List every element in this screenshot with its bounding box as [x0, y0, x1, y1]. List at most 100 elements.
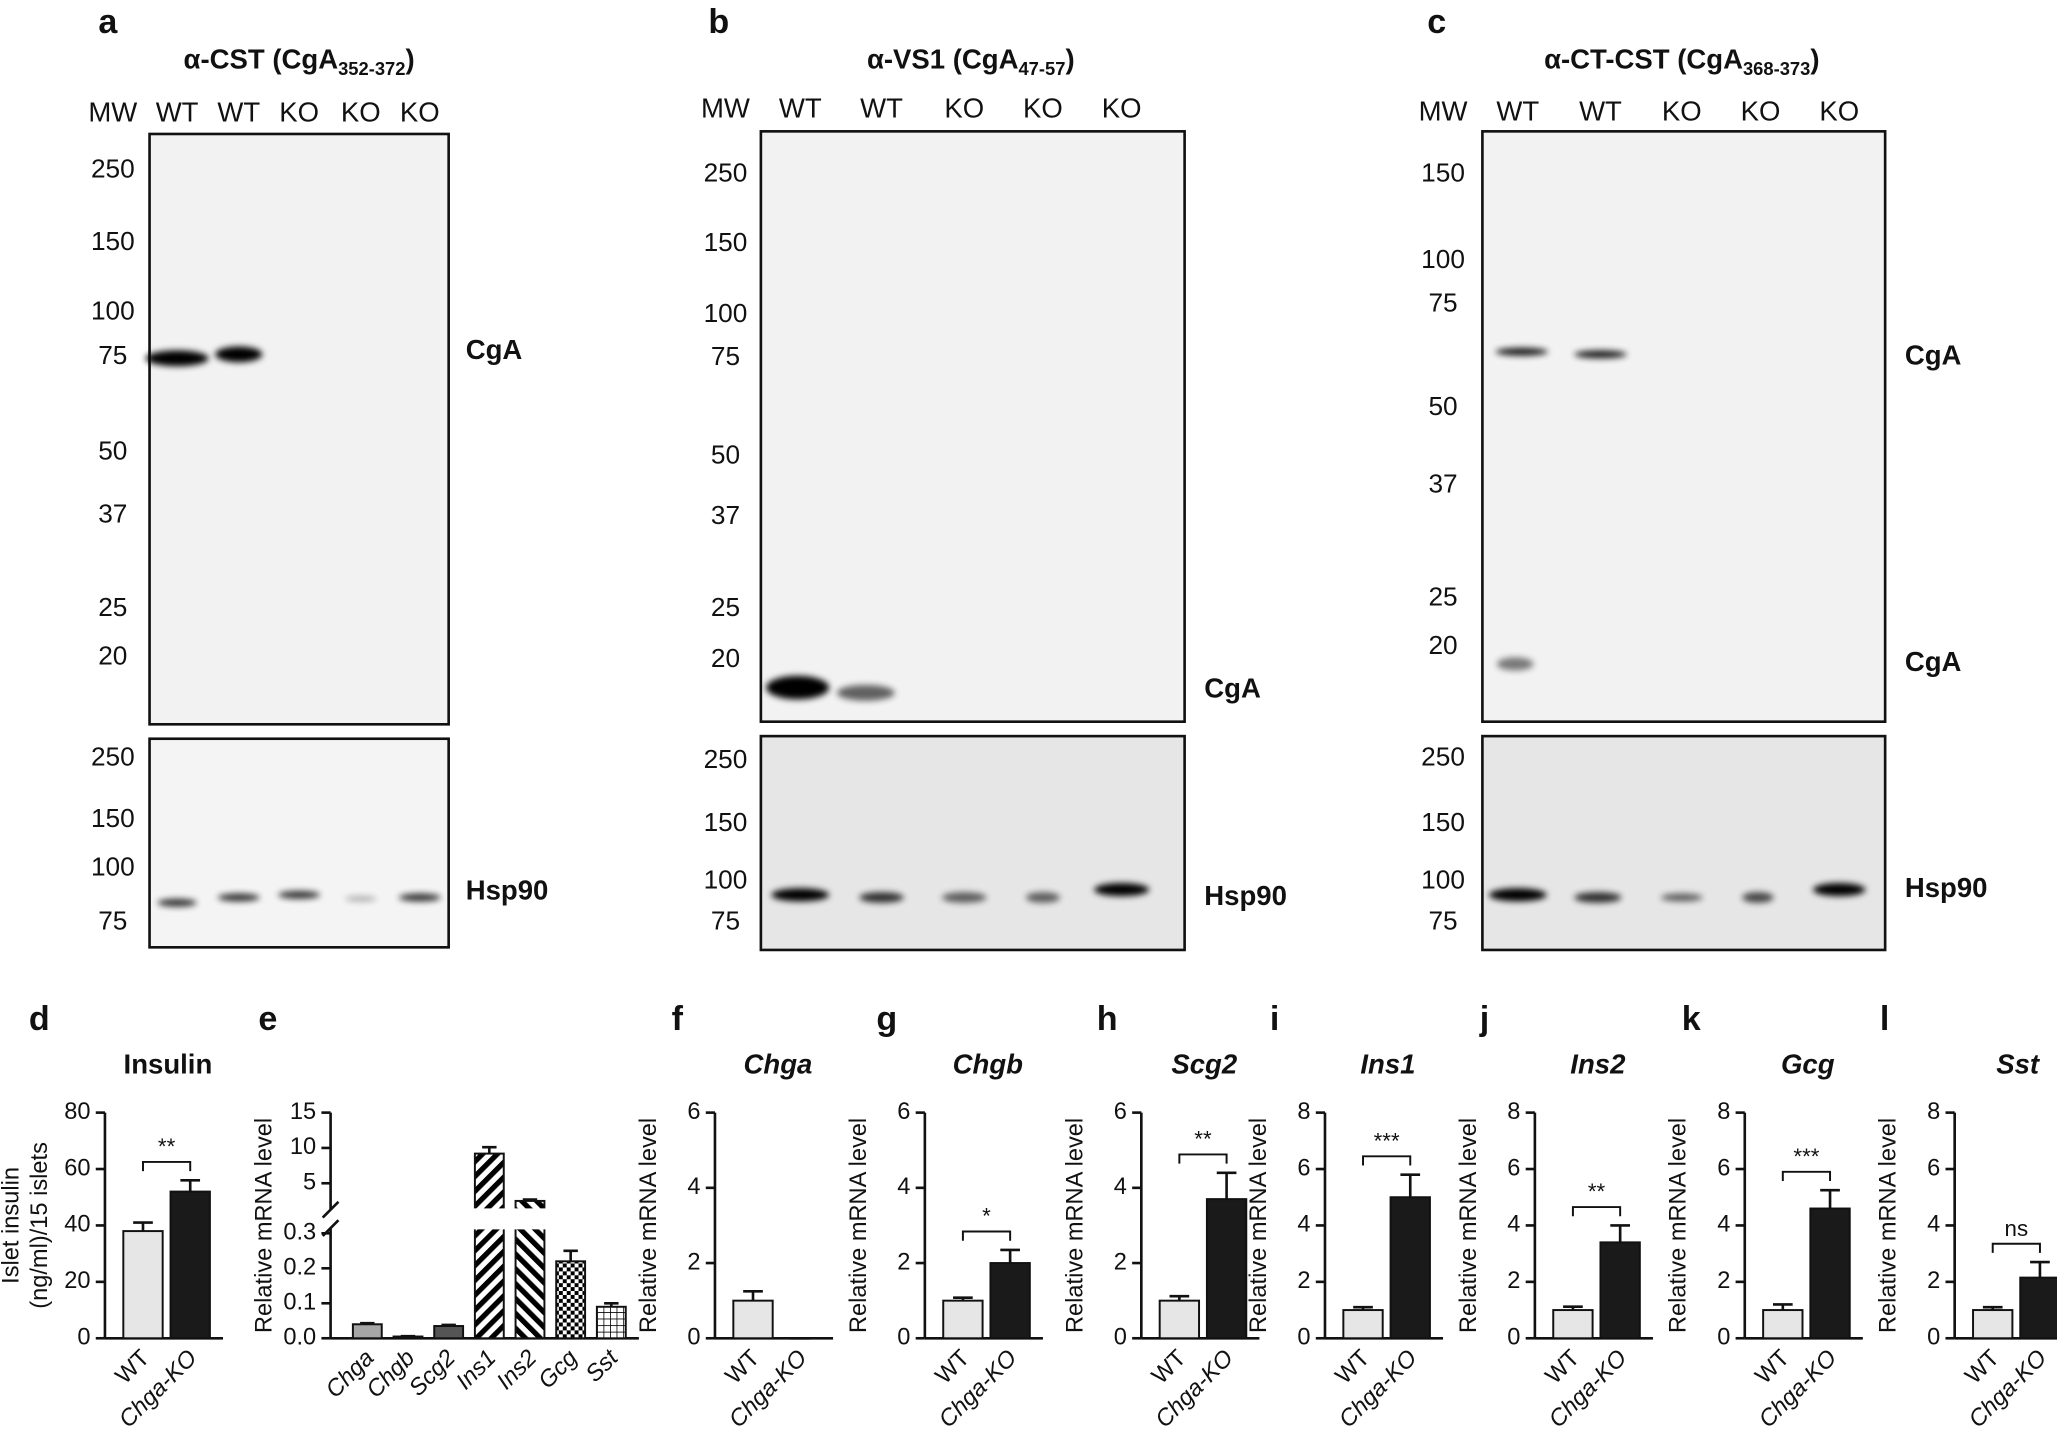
significance-label: ***: [1374, 1128, 1400, 1153]
lane-label: WT: [217, 97, 260, 128]
error-bar: [953, 1296, 973, 1301]
significance-bracket: [1178, 1153, 1228, 1164]
significance-bracket: [142, 1160, 192, 1172]
mw-marker: 150: [91, 803, 135, 833]
error-bar: [2030, 1260, 2050, 1278]
bar: [555, 1260, 587, 1340]
y-tick-label: 0: [687, 1324, 700, 1350]
lane-label: KO: [279, 97, 319, 128]
chart-title: Scg2: [1171, 1048, 1237, 1079]
lane-label: KO: [1023, 93, 1063, 124]
bar: [122, 1230, 164, 1340]
y-axis-label: Relative mRNA level: [1456, 1118, 1482, 1333]
y-tick-label: 2: [1507, 1268, 1520, 1294]
band-label: Hsp90: [1905, 872, 1988, 903]
significance-bracket: [1781, 1170, 1832, 1182]
blot-band: [771, 888, 830, 902]
y-tick-label: 60: [64, 1155, 90, 1181]
error-bar: [482, 1145, 497, 1154]
y-tick-label: 0.3: [283, 1220, 316, 1246]
panel-letter: l: [1880, 1000, 1889, 1038]
lane-label: MW: [88, 97, 137, 128]
y-tick-label: 0.0: [283, 1324, 316, 1350]
chart-title: Insulin: [124, 1048, 213, 1079]
significance-label: **: [1588, 1179, 1606, 1204]
y-tick-label: 6: [1927, 1155, 1940, 1181]
blot-band: [1574, 892, 1622, 903]
y-axis-label: Islet insulin: [0, 1167, 24, 1284]
bar: [1389, 1196, 1431, 1340]
bar: [595, 1305, 627, 1340]
significance-bracket: [1571, 1206, 1622, 1217]
bar: [433, 1325, 465, 1340]
blot-band: [1488, 888, 1547, 902]
y-tick-label: 6: [1114, 1099, 1127, 1125]
y-tick-label: 4: [1717, 1212, 1730, 1238]
error-bar: [522, 1198, 538, 1201]
significance-label: *: [982, 1204, 991, 1229]
panel-letter: i: [1270, 1000, 1279, 1038]
significance-label: **: [1194, 1127, 1212, 1152]
y-tick-label: 80: [64, 1099, 90, 1125]
y-axis-label: Relative mRNA level: [846, 1118, 872, 1333]
error-bar: [1610, 1224, 1630, 1243]
x-tick-label: Chgb: [362, 1345, 420, 1403]
significance-bracket: [1991, 1242, 2041, 1253]
bar: [1552, 1309, 1594, 1340]
lane-label: WT: [1579, 95, 1622, 126]
band-label: CgA: [466, 334, 523, 365]
blot-title-end: ): [405, 43, 414, 74]
error-bar: [1000, 1248, 1020, 1264]
y-tick-label: 8: [1717, 1099, 1730, 1125]
y-tick-label: 40: [64, 1212, 90, 1238]
band-label: CgA: [1905, 339, 1962, 370]
panel-letter: c: [1427, 3, 1446, 41]
error-bar: [1169, 1294, 1190, 1301]
blot-band: [1660, 893, 1703, 902]
blot-top: [759, 130, 1186, 723]
mw-marker: 37: [711, 500, 740, 530]
blot-band: [398, 893, 441, 902]
x-tick-label: Ins2: [492, 1345, 542, 1395]
blot-title-main: α-CST (CgA: [184, 43, 339, 74]
y-tick-label: 2: [1717, 1268, 1730, 1294]
mw-marker: 50: [1428, 391, 1457, 421]
blot-title-sub: 368-373: [1743, 58, 1810, 79]
bar: [1972, 1309, 2014, 1340]
error-bar: [1982, 1305, 2003, 1311]
lane-label: WT: [1496, 95, 1539, 126]
mw-marker: 100: [704, 298, 748, 328]
error-bar: [180, 1179, 201, 1192]
bar: [1809, 1207, 1851, 1340]
y-tick-label: 0: [1114, 1324, 1127, 1350]
mw-marker: 75: [1428, 287, 1457, 317]
error-bar: [1563, 1305, 1583, 1311]
blot-band: [215, 346, 263, 363]
mw-marker: 20: [98, 640, 127, 670]
mw-marker: 100: [91, 852, 135, 882]
lane-label: KO: [1102, 93, 1142, 124]
bar: [473, 1152, 505, 1340]
bar: [351, 1323, 383, 1340]
error-bar: [133, 1221, 153, 1232]
y-tick-label: 6: [897, 1099, 910, 1125]
mw-marker: 150: [1421, 158, 1465, 188]
mw-marker: 100: [91, 295, 135, 325]
y-tick-label: 4: [1927, 1212, 1940, 1238]
error-bar: [604, 1301, 619, 1307]
blot-top: [148, 132, 450, 726]
axis-break-gap: [343, 1208, 634, 1230]
significance-label: ***: [1793, 1144, 1819, 1169]
blot-band: [1742, 892, 1774, 903]
blot-title-main: α-CT-CST (CgA: [1544, 43, 1743, 74]
chart-title: Chgb: [953, 1048, 1024, 1079]
bar: [1599, 1241, 1641, 1340]
band-label: Hsp90: [1204, 880, 1287, 911]
blot-band: [217, 893, 260, 902]
lane-label: MW: [1419, 95, 1468, 126]
blot-band: [941, 892, 987, 903]
bar: [989, 1262, 1031, 1340]
y-axis-label: Relative mRNA level: [636, 1118, 662, 1333]
mw-marker: 20: [711, 643, 740, 673]
